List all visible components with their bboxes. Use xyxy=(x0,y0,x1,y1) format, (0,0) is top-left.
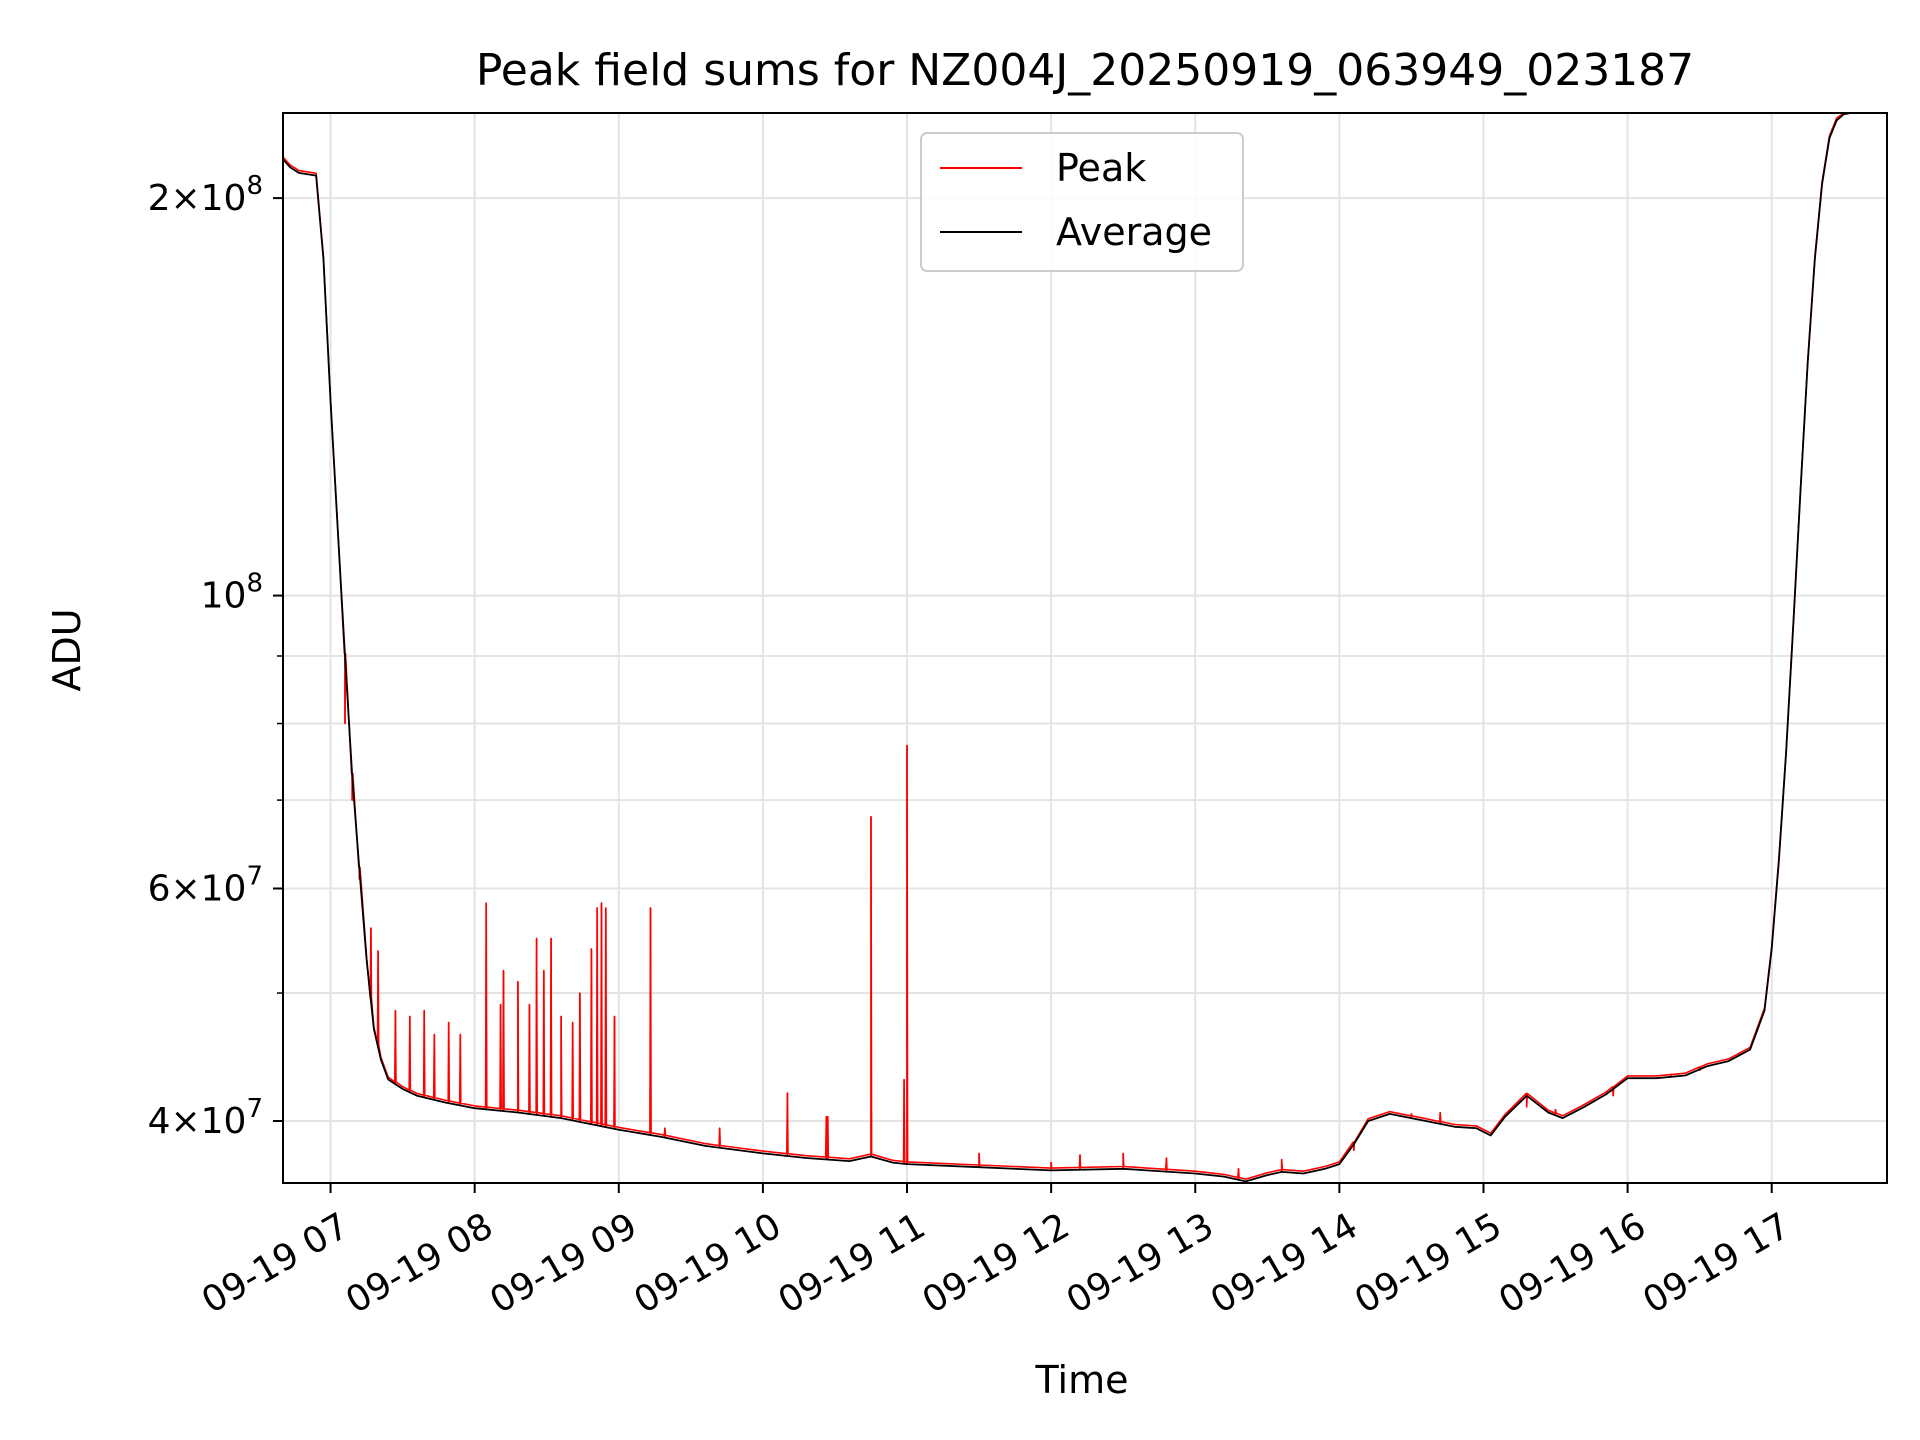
average-series-line xyxy=(282,112,1887,1183)
y-tick-label: 2×108 xyxy=(148,171,263,219)
y-tick-label-mantissa: 2 xyxy=(148,178,171,219)
y-tick-label-base: 10 xyxy=(201,868,247,909)
legend-peak-label: Peak xyxy=(1056,146,1146,190)
y-axis-label: ADU xyxy=(45,608,89,691)
y-tick-label-exp: 7 xyxy=(246,861,263,891)
grid xyxy=(283,113,1887,1183)
series-layer xyxy=(282,112,1887,1183)
plot-frame xyxy=(282,112,1888,1184)
y-tick-label-times: × xyxy=(170,868,200,909)
x-axis-label: Time xyxy=(1035,1358,1129,1402)
y-tick-label-exp: 8 xyxy=(246,171,263,201)
y-tick-label-mantissa: 6 xyxy=(148,868,171,909)
y-tick-label-exp: 7 xyxy=(246,1094,263,1124)
legend: Peak Average xyxy=(920,132,1244,272)
chart-title: Peak field sums for NZ004J_20250919_0639… xyxy=(476,45,1694,96)
y-tick-label: 6×107 xyxy=(148,861,263,909)
y-tick-label-base: 10 xyxy=(201,576,247,617)
y-tick-label-times: × xyxy=(170,1101,200,1142)
y-tick-label: 4×107 xyxy=(148,1094,263,1142)
legend-average-label: Average xyxy=(1056,210,1212,254)
y-tick-label-times: × xyxy=(170,178,200,219)
y-tick-label-base: 10 xyxy=(201,1101,247,1142)
y-tick-label: 108 xyxy=(201,569,263,617)
y-tick-label-exp: 8 xyxy=(246,569,263,599)
y-tick-label-mantissa: 4 xyxy=(148,1101,171,1142)
y-tick-label-base: 10 xyxy=(201,178,247,219)
